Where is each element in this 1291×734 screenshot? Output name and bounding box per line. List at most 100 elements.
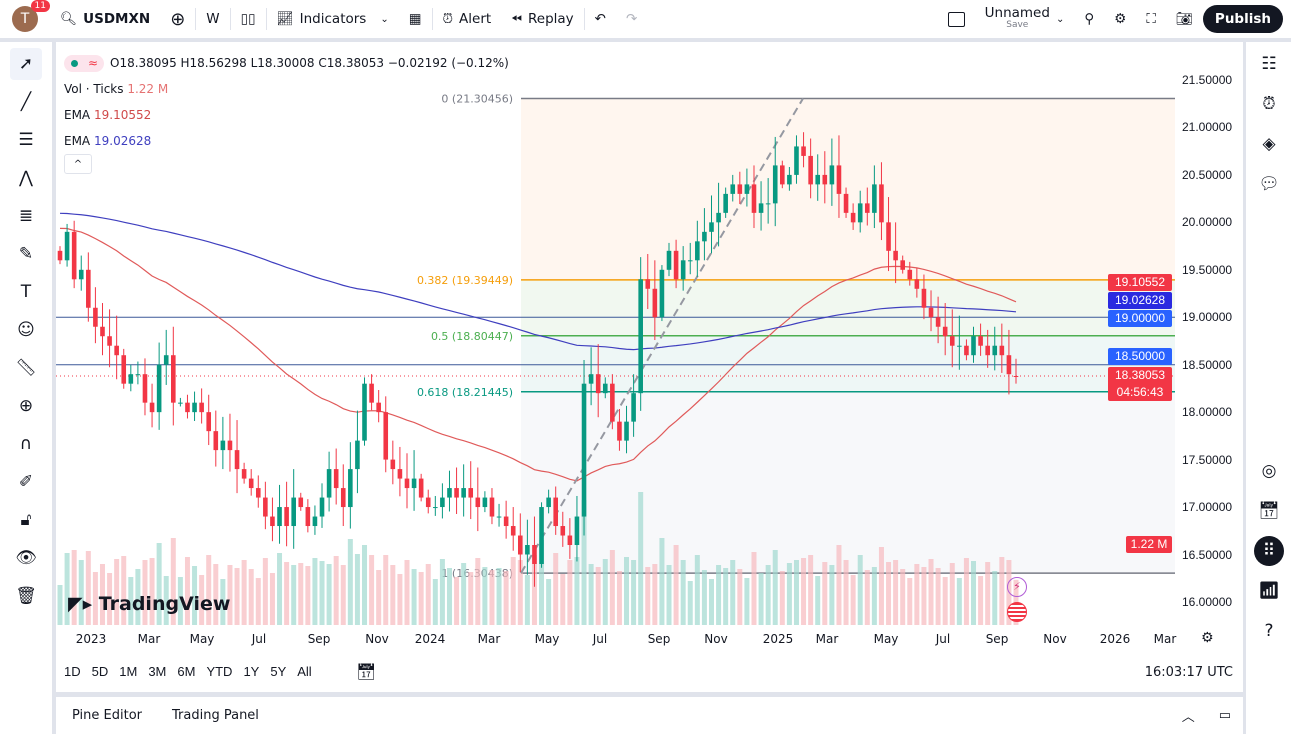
axis-settings-icon[interactable]: ⚙︎ xyxy=(1201,630,1214,646)
chat-icon[interactable]: 💬︎ xyxy=(1258,174,1280,194)
candle-body xyxy=(794,146,799,175)
target-icon[interactable]: ◎ xyxy=(1261,461,1277,481)
candle-body xyxy=(447,488,452,498)
event-icon[interactable]: ⚡ xyxy=(1007,577,1027,597)
volume-bar xyxy=(340,565,346,625)
trash-icon[interactable]: 🗑︎ xyxy=(15,586,37,606)
price-label-ema_fast: 19.10552 xyxy=(1108,274,1172,291)
date-range-icon[interactable]: 📅︎ xyxy=(356,662,377,681)
bottom-panel: Pine Editor Trading Panel ︿ ▭ xyxy=(56,697,1243,734)
volume-bar xyxy=(99,564,105,625)
candle-body xyxy=(277,507,282,527)
chart-type-button[interactable]: ▯▯ xyxy=(231,0,266,38)
indicators-button[interactable]: 📈︎ Indicators ⌄ xyxy=(267,0,399,38)
undo-button[interactable]: ↶ xyxy=(585,0,616,38)
timeframe-6m[interactable]: 6M xyxy=(177,664,196,679)
candle-body xyxy=(921,288,927,308)
symbol-search[interactable]: 🔍︎ USDMXN xyxy=(50,0,160,38)
brush-icon[interactable]: ✎ xyxy=(18,244,34,264)
candle-body xyxy=(893,250,898,261)
avatar[interactable]: T 11 xyxy=(12,0,50,32)
replay-button[interactable]: ⏪︎ Replay xyxy=(501,0,583,38)
volume-bar xyxy=(638,492,644,625)
cursor-icon[interactable]: ➚ xyxy=(10,48,42,80)
timeframe-all[interactable]: All xyxy=(297,664,312,679)
alarm-clock-icon[interactable]: ⏰︎ xyxy=(1262,94,1276,114)
candle-body xyxy=(78,269,84,280)
fib-icon[interactable]: ≣ xyxy=(18,206,34,226)
fullscreen-button[interactable]: ⛶ xyxy=(1136,0,1165,38)
plus-circle-icon: ⊕ xyxy=(170,8,186,30)
horizontal-lines-icon[interactable]: ☰ xyxy=(18,130,34,150)
volume-bar xyxy=(921,567,927,625)
volume-bar xyxy=(786,563,792,625)
maximize-icon[interactable]: ▭ xyxy=(1218,708,1231,723)
timeframe-5y[interactable]: 5Y xyxy=(270,664,287,679)
interval-button[interactable]: W xyxy=(196,0,229,38)
volume-bar xyxy=(255,578,261,625)
layout-button[interactable]: Unnamed Save ⌄ xyxy=(938,0,1075,38)
pattern-icon[interactable]: ⋀ xyxy=(19,168,33,188)
chevron-up-icon[interactable]: ︿ xyxy=(1181,710,1195,725)
trend-line-icon[interactable]: ╱ xyxy=(20,92,32,112)
timeframe-1d[interactable]: 1D xyxy=(64,664,81,679)
candle-body xyxy=(291,497,296,527)
alert-button[interactable]: ⏰︎ Alert xyxy=(433,0,502,38)
volume-bar xyxy=(277,553,283,625)
snapshot-button[interactable]: 📷︎ xyxy=(1166,0,1203,38)
add-symbol-button[interactable]: ⊕ xyxy=(160,0,195,38)
timeframe-5d[interactable]: 5D xyxy=(91,664,109,679)
lock-icon[interactable]: 🔓︎ xyxy=(20,510,32,530)
ruler-icon[interactable]: 📏︎ xyxy=(15,358,37,378)
volume-bar xyxy=(737,569,743,625)
timeframe-ytd[interactable]: YTD xyxy=(206,664,233,679)
volume-bar xyxy=(652,564,658,625)
candle-body xyxy=(199,402,204,413)
settings-button[interactable]: ⚙︎ xyxy=(1104,0,1136,38)
watchlist-icon[interactable]: ☷ xyxy=(1261,54,1277,74)
timeframe-1m[interactable]: 1M xyxy=(119,664,138,679)
eye-icon[interactable]: 👁︎ xyxy=(15,548,37,568)
candle-body xyxy=(850,212,856,223)
text-icon[interactable]: T xyxy=(20,282,32,302)
us-flag-icon[interactable] xyxy=(1007,602,1027,622)
candle-body xyxy=(348,469,353,508)
timeframe-1y[interactable]: 1Y xyxy=(243,664,260,679)
time-tick: Nov xyxy=(365,632,389,646)
candle-body xyxy=(312,516,318,527)
volume-bar xyxy=(567,560,573,625)
chart-panel[interactable]: 0 (21.30456) 0.382 (19.39449) 0.5 (18.8044… xyxy=(56,42,1243,692)
quick-search-button[interactable]: ⚲ xyxy=(1074,0,1104,38)
candle-body xyxy=(574,516,580,546)
price-tick: 18.00000 xyxy=(1182,405,1233,420)
trading-panel-tab[interactable]: Trading Panel xyxy=(172,708,259,723)
timeframe-3m[interactable]: 3M xyxy=(148,664,167,679)
apps-icon[interactable]: ⠿ xyxy=(1254,536,1284,566)
calendar-icon[interactable]: 📅︎ xyxy=(1258,501,1280,521)
pencil-lock-icon[interactable]: ✐ xyxy=(18,472,34,492)
candle-body xyxy=(333,469,339,489)
signal-icon[interactable]: 📶︎ xyxy=(1258,581,1280,601)
emoji-icon[interactable]: ☺ xyxy=(17,320,35,340)
price-chart[interactable]: 0 (21.30456) 0.382 (19.39449) 0.5 (18.8044… xyxy=(56,42,1243,692)
volume-bar xyxy=(170,538,176,625)
candle-body xyxy=(730,184,736,194)
volume-bar xyxy=(758,573,764,625)
publish-button[interactable]: Publish xyxy=(1202,5,1283,33)
collapse-legend-button[interactable]: ^ xyxy=(64,154,92,174)
clock[interactable]: 16:03:17 UTC xyxy=(1144,665,1233,680)
volume-bar xyxy=(114,559,120,625)
templates-button[interactable]: ▦ xyxy=(399,0,432,38)
pine-editor-tab[interactable]: Pine Editor xyxy=(72,708,143,723)
volume-bar xyxy=(581,500,587,625)
candle-body xyxy=(971,336,976,356)
help-icon[interactable]: ? xyxy=(1264,621,1274,641)
redo-button[interactable]: ↷ xyxy=(616,0,647,38)
zoom-icon[interactable]: ⊕ xyxy=(18,396,34,416)
ema-fast-value: 19.10552 xyxy=(93,108,152,122)
magnet-icon[interactable]: ∩ xyxy=(19,434,33,454)
layers-icon[interactable]: ◈ xyxy=(1262,134,1276,154)
candle-body xyxy=(284,507,289,527)
volume-bar xyxy=(836,545,842,625)
volume-bar xyxy=(822,562,828,625)
